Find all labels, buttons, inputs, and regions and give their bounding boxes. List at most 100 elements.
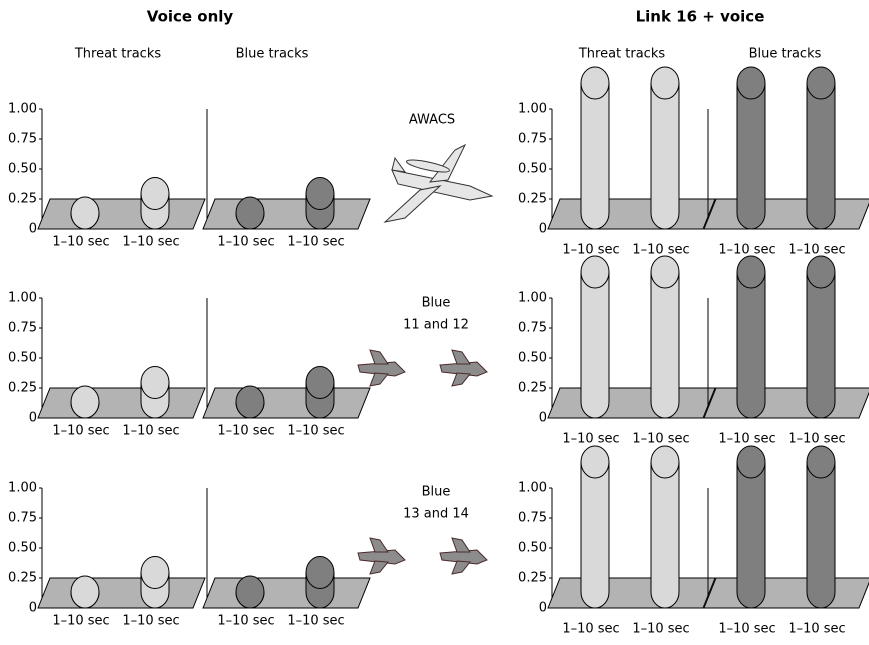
x-tick-label: 1–10 sec bbox=[52, 424, 109, 439]
x-tick-label: 1–10 sec bbox=[287, 235, 344, 250]
y-tick-label: 1.00 bbox=[518, 102, 547, 117]
x-tick-label: 1–10 sec bbox=[287, 614, 344, 629]
cylinder-body bbox=[580, 82, 610, 230]
row-label: Blue bbox=[422, 296, 451, 311]
platform bbox=[547, 387, 716, 419]
group-title: Link 16 + voice bbox=[636, 8, 765, 26]
y-tick-label: 0 bbox=[29, 601, 37, 616]
cylinder-top bbox=[736, 255, 766, 289]
x-tick-label: 1–10 sec bbox=[287, 424, 344, 439]
x-tick-label: 1–10 sec bbox=[122, 424, 179, 439]
cylinder-top bbox=[806, 255, 836, 289]
group-title: Voice only bbox=[147, 8, 234, 26]
cylinder-top bbox=[736, 445, 766, 479]
y-tick-label: 1.00 bbox=[8, 291, 37, 306]
cylinder-body bbox=[806, 461, 836, 609]
y-tick-label: 1.00 bbox=[8, 481, 37, 496]
cylinder-top bbox=[650, 255, 680, 289]
cylinder-top bbox=[736, 66, 766, 100]
y-tick-label: 0.50 bbox=[518, 351, 547, 366]
y-tick-label: 0.25 bbox=[518, 571, 547, 586]
x-tick-label: 1–10 sec bbox=[562, 243, 619, 258]
y-tick-label: 0.75 bbox=[518, 511, 547, 526]
y-tick-label: 0.50 bbox=[518, 162, 547, 177]
x-tick-label: 1–10 sec bbox=[52, 614, 109, 629]
cylinder-body bbox=[650, 82, 680, 230]
cylinder-top bbox=[140, 177, 170, 210]
y-tick-label: 1.00 bbox=[518, 481, 547, 496]
cylinder-top bbox=[580, 66, 610, 100]
platform bbox=[703, 577, 869, 609]
y-tick-label: 0.75 bbox=[8, 321, 37, 336]
cylinder-top bbox=[70, 575, 100, 609]
y-tick-label: 1.00 bbox=[518, 291, 547, 306]
cylinder-body bbox=[806, 271, 836, 419]
x-tick-label: 1–10 sec bbox=[52, 235, 109, 250]
cylinder-top bbox=[580, 445, 610, 479]
x-tick-label: 1–10 sec bbox=[632, 622, 689, 637]
y-tick-label: 0 bbox=[539, 601, 547, 616]
column-title: Threat tracks bbox=[578, 47, 666, 62]
cylinder-top bbox=[806, 66, 836, 100]
x-tick-label: 1–10 sec bbox=[632, 243, 689, 258]
platform bbox=[37, 577, 206, 609]
cylinder-top bbox=[235, 575, 265, 609]
x-tick-label: 1–10 sec bbox=[718, 432, 775, 447]
y-tick-label: 0.25 bbox=[8, 192, 37, 207]
platform bbox=[547, 198, 716, 230]
y-tick-label: 0.75 bbox=[518, 321, 547, 336]
x-tick-label: 1–10 sec bbox=[122, 614, 179, 629]
cylinder-top bbox=[305, 366, 335, 399]
y-tick-label: 0.25 bbox=[518, 381, 547, 396]
x-tick-label: 1–10 sec bbox=[788, 243, 845, 258]
cylinder-top bbox=[235, 385, 265, 419]
column-title: Blue tracks bbox=[749, 47, 822, 62]
y-tick-label: 0.50 bbox=[518, 541, 547, 556]
platform bbox=[703, 387, 869, 419]
column-title: Threat tracks bbox=[74, 47, 162, 62]
cylinder-body bbox=[650, 271, 680, 419]
y-tick-label: 0.25 bbox=[8, 571, 37, 586]
y-tick-label: 0.25 bbox=[518, 192, 547, 207]
x-tick-label: 1–10 sec bbox=[632, 432, 689, 447]
cylinder-top bbox=[70, 196, 100, 230]
cylinder-body bbox=[806, 82, 836, 230]
x-tick-label: 1–10 sec bbox=[122, 235, 179, 250]
row-label: 13 and 14 bbox=[403, 507, 469, 522]
x-tick-label: 1–10 sec bbox=[718, 243, 775, 258]
cylinder-top bbox=[70, 385, 100, 419]
cylinder-top bbox=[235, 196, 265, 230]
y-tick-label: 0.50 bbox=[8, 541, 37, 556]
y-tick-label: 0.75 bbox=[8, 132, 37, 147]
y-tick-label: 0.25 bbox=[8, 381, 37, 396]
x-tick-label: 1–10 sec bbox=[718, 622, 775, 637]
cylinder-body bbox=[736, 271, 766, 419]
y-tick-label: 0.75 bbox=[8, 511, 37, 526]
y-tick-label: 0.75 bbox=[518, 132, 547, 147]
platform bbox=[547, 577, 716, 609]
platform bbox=[703, 198, 869, 230]
cylinder-top bbox=[806, 445, 836, 479]
cylinder-body bbox=[580, 461, 610, 609]
y-tick-label: 1.00 bbox=[8, 102, 37, 117]
x-tick-label: 1–10 sec bbox=[788, 432, 845, 447]
cylinder-top bbox=[650, 66, 680, 100]
platform bbox=[202, 387, 371, 419]
y-tick-label: 0 bbox=[539, 222, 547, 237]
x-tick-label: 1–10 sec bbox=[217, 424, 274, 439]
y-tick-label: 0 bbox=[29, 411, 37, 426]
row-label: AWACS bbox=[409, 113, 455, 128]
fighter-icon bbox=[357, 537, 488, 575]
fighter-icon bbox=[357, 349, 488, 387]
y-tick-label: 0.50 bbox=[8, 351, 37, 366]
platform bbox=[37, 387, 206, 419]
cylinder-body bbox=[736, 461, 766, 609]
cylinder-top bbox=[140, 366, 170, 399]
row-label: 11 and 12 bbox=[403, 318, 469, 333]
platform bbox=[37, 198, 206, 230]
cylinder-body bbox=[736, 82, 766, 230]
y-tick-label: 0.50 bbox=[8, 162, 37, 177]
cylinder-body bbox=[650, 461, 680, 609]
x-tick-label: 1–10 sec bbox=[217, 614, 274, 629]
